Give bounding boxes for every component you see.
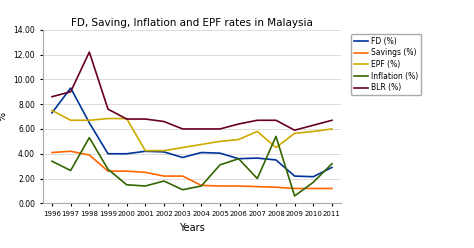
BLR (%) [273, 119, 279, 122]
Inflation (%) [292, 194, 298, 197]
BLR (%) [199, 127, 204, 130]
Legend: FD (%), Savings (%), EPF (%), Inflation (%), BLR (%): FD (%), Savings (%), EPF (%), Inflation … [351, 33, 421, 95]
Inflation (%) [255, 177, 260, 180]
Inflation (%) [199, 185, 204, 187]
BLR (%) [255, 119, 260, 122]
FD (%) [86, 121, 92, 124]
EPF (%) [124, 117, 129, 120]
Line: Savings (%): Savings (%) [52, 151, 332, 188]
Line: FD (%): FD (%) [52, 88, 332, 177]
BLR (%) [68, 90, 73, 93]
FD (%) [217, 152, 223, 155]
Savings (%) [49, 151, 55, 154]
Y-axis label: %: % [0, 112, 8, 121]
EPF (%) [68, 119, 73, 122]
BLR (%) [310, 124, 316, 127]
Savings (%) [217, 185, 223, 187]
BLR (%) [236, 123, 241, 125]
EPF (%) [255, 130, 260, 133]
Savings (%) [329, 187, 335, 190]
Savings (%) [86, 154, 92, 156]
Line: EPF (%): EPF (%) [52, 110, 332, 151]
FD (%) [68, 87, 73, 90]
FD (%) [49, 111, 55, 114]
Line: BLR (%): BLR (%) [52, 52, 332, 130]
FD (%) [329, 166, 335, 169]
Inflation (%) [124, 183, 129, 186]
Savings (%) [273, 186, 279, 189]
EPF (%) [199, 143, 204, 146]
EPF (%) [292, 132, 298, 135]
FD (%) [255, 157, 260, 160]
EPF (%) [105, 117, 111, 120]
Savings (%) [292, 187, 298, 190]
FD (%) [199, 151, 204, 154]
Inflation (%) [86, 136, 92, 139]
Inflation (%) [143, 185, 148, 187]
FD (%) [161, 150, 167, 153]
EPF (%) [86, 119, 92, 122]
Savings (%) [68, 150, 73, 153]
Savings (%) [236, 185, 241, 187]
Inflation (%) [236, 157, 241, 160]
Savings (%) [180, 175, 185, 178]
X-axis label: Years: Years [179, 222, 205, 233]
Inflation (%) [105, 168, 111, 171]
Inflation (%) [329, 162, 335, 165]
EPF (%) [236, 138, 241, 141]
EPF (%) [329, 127, 335, 130]
EPF (%) [180, 146, 185, 149]
Savings (%) [124, 170, 129, 173]
BLR (%) [49, 95, 55, 98]
Inflation (%) [180, 188, 185, 191]
Inflation (%) [217, 163, 223, 166]
FD (%) [143, 150, 148, 153]
EPF (%) [49, 109, 55, 112]
FD (%) [124, 152, 129, 155]
EPF (%) [143, 149, 148, 152]
BLR (%) [124, 118, 129, 121]
FD (%) [105, 152, 111, 155]
EPF (%) [217, 140, 223, 143]
Savings (%) [199, 184, 204, 187]
Inflation (%) [68, 169, 73, 172]
EPF (%) [273, 146, 279, 149]
BLR (%) [143, 118, 148, 121]
Inflation (%) [161, 180, 167, 183]
FD (%) [273, 158, 279, 161]
Title: FD, Saving, Inflation and EPF rates in Malaysia: FD, Saving, Inflation and EPF rates in M… [71, 18, 313, 28]
FD (%) [180, 156, 185, 159]
BLR (%) [329, 119, 335, 122]
BLR (%) [292, 129, 298, 132]
Savings (%) [105, 170, 111, 173]
Savings (%) [143, 171, 148, 174]
FD (%) [310, 175, 316, 178]
BLR (%) [217, 127, 223, 130]
EPF (%) [161, 149, 167, 152]
EPF (%) [310, 130, 316, 133]
Savings (%) [161, 175, 167, 178]
Inflation (%) [273, 135, 279, 138]
BLR (%) [161, 120, 167, 123]
BLR (%) [180, 127, 185, 130]
Line: Inflation (%): Inflation (%) [52, 136, 332, 196]
BLR (%) [105, 108, 111, 111]
Inflation (%) [49, 160, 55, 163]
FD (%) [236, 157, 241, 160]
FD (%) [292, 175, 298, 178]
BLR (%) [86, 51, 92, 54]
Savings (%) [255, 185, 260, 188]
Savings (%) [310, 187, 316, 190]
Inflation (%) [310, 181, 316, 184]
